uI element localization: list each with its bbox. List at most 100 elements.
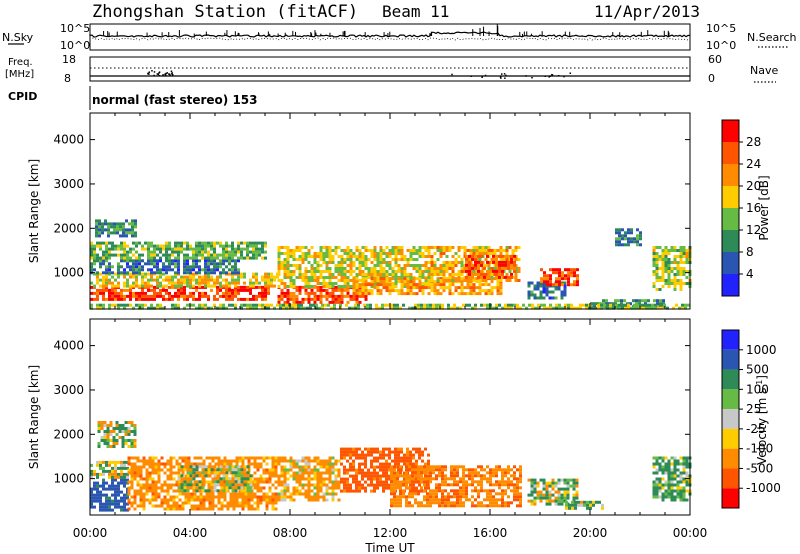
power-cell bbox=[96, 256, 99, 260]
power-cell bbox=[120, 265, 123, 269]
power-cell bbox=[126, 281, 129, 285]
velocity-cell bbox=[396, 486, 399, 490]
velocity-cell bbox=[471, 468, 474, 472]
power-cell bbox=[424, 279, 428, 282]
power-cell bbox=[93, 256, 96, 260]
velocity-cell bbox=[226, 462, 230, 466]
velocity-cell bbox=[127, 486, 131, 490]
power-cell bbox=[627, 243, 630, 247]
power-cell bbox=[90, 268, 93, 272]
velocity-cell bbox=[90, 490, 93, 494]
power-cell bbox=[340, 267, 344, 270]
velocity-cell bbox=[498, 468, 501, 472]
power-cell bbox=[147, 262, 150, 266]
power-cell bbox=[292, 294, 296, 298]
velocity-cell bbox=[510, 480, 513, 484]
velocity-cell bbox=[355, 456, 358, 460]
power-cell bbox=[432, 303, 435, 307]
power-cell bbox=[349, 279, 353, 282]
velocity-cell bbox=[190, 492, 194, 496]
velocity-cell bbox=[241, 456, 245, 460]
velocity-cell bbox=[235, 504, 239, 508]
power-cell bbox=[183, 297, 186, 301]
power-cell bbox=[231, 294, 234, 298]
velocity-cell bbox=[408, 465, 411, 469]
power-cell bbox=[195, 259, 198, 263]
velocity-cell bbox=[480, 477, 483, 481]
velocity-cell bbox=[399, 486, 402, 490]
power-cell bbox=[486, 254, 489, 258]
power-cell bbox=[99, 284, 102, 288]
power-cell bbox=[165, 241, 168, 245]
power-cell bbox=[96, 303, 99, 307]
power-cell bbox=[418, 267, 422, 270]
velocity-cell bbox=[373, 489, 376, 493]
velocity-cell bbox=[244, 492, 248, 496]
velocity-cell bbox=[298, 465, 302, 469]
power-y-tick-label: 2000 bbox=[53, 221, 84, 235]
velocity-cell bbox=[504, 489, 507, 493]
power-cell bbox=[183, 268, 186, 272]
velocity-cell bbox=[513, 465, 516, 469]
velocity-cell bbox=[382, 447, 385, 451]
velocity-cell bbox=[186, 489, 190, 493]
power-cell bbox=[388, 261, 392, 264]
velocity-cell bbox=[136, 504, 140, 508]
power-cell bbox=[424, 277, 428, 281]
power-cell bbox=[454, 286, 458, 290]
power-cell bbox=[567, 268, 570, 272]
power-cell bbox=[283, 246, 287, 249]
power-cell bbox=[231, 244, 234, 248]
power-cell bbox=[285, 303, 288, 307]
velocity-cell bbox=[322, 495, 326, 499]
power-cell bbox=[331, 273, 335, 276]
velocity-cell bbox=[516, 489, 519, 493]
velocity-cell bbox=[99, 466, 102, 470]
velocity-cell bbox=[489, 477, 492, 481]
power-cell bbox=[328, 258, 332, 261]
velocity-cell bbox=[151, 480, 155, 484]
power-cell bbox=[563, 293, 567, 297]
velocity-cell bbox=[304, 489, 308, 493]
power-cell bbox=[234, 253, 237, 257]
velocity-cell bbox=[501, 501, 504, 505]
power-cell bbox=[527, 281, 531, 285]
velocity-cell bbox=[117, 490, 120, 494]
power-cell bbox=[261, 303, 264, 307]
power-cell bbox=[125, 219, 128, 223]
power-cell bbox=[246, 250, 249, 254]
velocity-cell bbox=[160, 501, 164, 505]
velocity-cell bbox=[198, 486, 202, 490]
power-cell bbox=[463, 246, 467, 249]
velocity-cell bbox=[247, 501, 251, 505]
power-cell bbox=[676, 264, 680, 267]
power-cell bbox=[412, 264, 416, 267]
power-cell bbox=[385, 277, 389, 281]
velocity-cell bbox=[102, 487, 105, 491]
velocity-cell bbox=[274, 495, 278, 499]
velocity-cell bbox=[256, 504, 260, 508]
power-cell bbox=[418, 246, 422, 249]
power-cell bbox=[289, 270, 293, 273]
power-cell bbox=[246, 285, 249, 289]
power-cell bbox=[415, 277, 419, 281]
power-cell bbox=[165, 259, 168, 263]
velocity-cell bbox=[123, 484, 126, 488]
nsky-top-label: 10^5 bbox=[60, 22, 90, 35]
velocity-cell bbox=[166, 492, 170, 496]
velocity-cell bbox=[231, 465, 235, 469]
velocity-cell bbox=[495, 465, 498, 469]
velocity-cell bbox=[157, 492, 161, 496]
velocity-cell bbox=[241, 498, 245, 502]
power-cell bbox=[125, 231, 128, 235]
power-cell bbox=[213, 278, 216, 282]
velocity-cell bbox=[441, 474, 444, 478]
velocity-cell bbox=[114, 499, 117, 503]
power-cell bbox=[150, 268, 153, 272]
power-cell bbox=[382, 277, 386, 281]
power-cell bbox=[433, 267, 437, 270]
power-cell bbox=[394, 289, 398, 293]
velocity-cell bbox=[420, 501, 423, 505]
power-cell bbox=[660, 306, 663, 310]
velocity-cell bbox=[130, 439, 134, 442]
